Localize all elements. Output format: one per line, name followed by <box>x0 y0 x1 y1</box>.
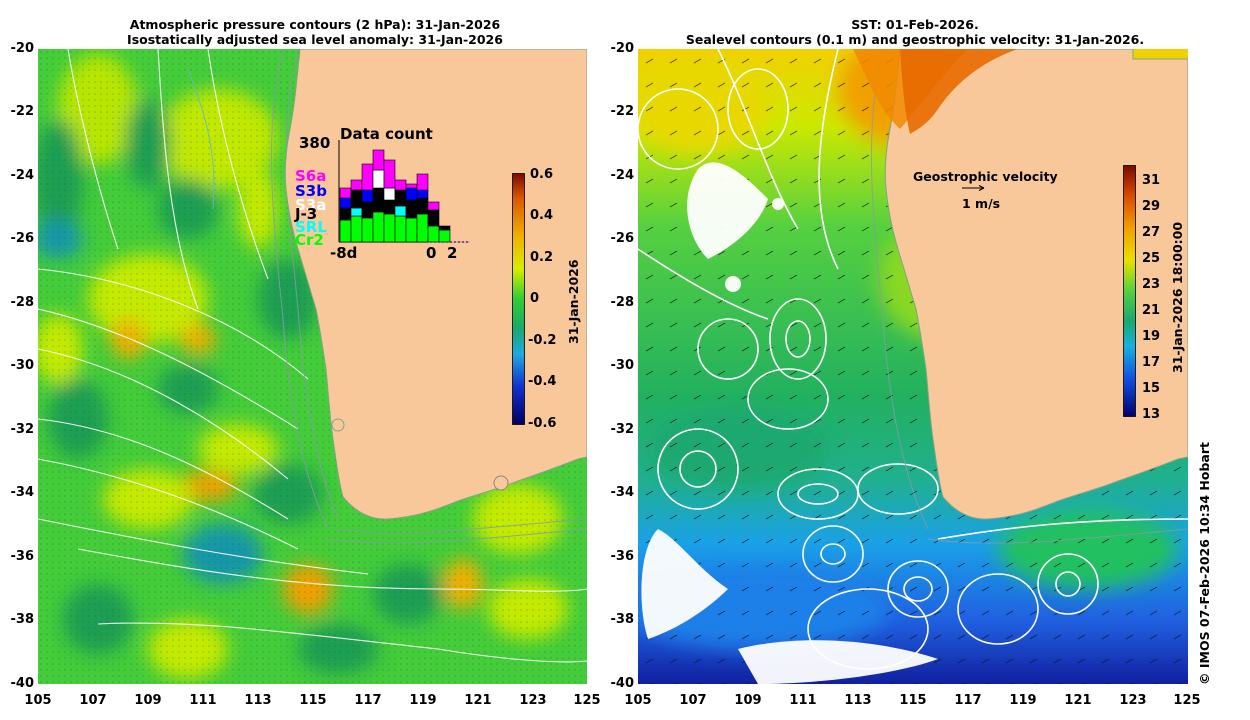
left-ytick: -20 <box>10 41 35 56</box>
right-ytick: -40 <box>610 676 635 691</box>
left-ytick: -32 <box>10 422 35 437</box>
legend-srl: SRL <box>295 218 327 236</box>
sla-cb-tick: 0 <box>530 291 540 306</box>
velocity-legend-scale: 1 m/s <box>962 196 1001 211</box>
left-ytick: -40 <box>10 676 35 691</box>
right-xtick: 121 <box>1064 693 1092 708</box>
right-ytick: -34 <box>610 485 635 500</box>
right-xtick: 115 <box>899 693 927 708</box>
sst-map[interactable] <box>638 49 1188 684</box>
sst-cb-tick: 23 <box>1142 277 1161 292</box>
left-panel-title: Atmospheric pressure contours (2 hPa): 3… <box>60 17 570 47</box>
sst-cb-tick: 29 <box>1142 199 1161 214</box>
left-xtick: 117 <box>354 693 382 708</box>
left-ytick: -24 <box>10 168 35 183</box>
sla-cb-tick: -0.2 <box>528 333 557 348</box>
right-ytick: -26 <box>610 231 635 246</box>
right-ytick: -20 <box>610 41 635 56</box>
left-xtick: 105 <box>24 693 52 708</box>
sst-australia-land <box>884 49 1188 520</box>
australia-land <box>284 49 587 520</box>
left-xtick: 119 <box>409 693 437 708</box>
right-xtick: 109 <box>734 693 762 708</box>
bathymetry <box>187 49 587 544</box>
sst-cb-tick: 17 <box>1142 355 1161 370</box>
data-count-xright: 2 <box>447 244 458 262</box>
sst-cb-tick: 19 <box>1142 329 1161 344</box>
velocity-arrow-icon <box>962 185 985 191</box>
sla-cb-tick: -0.4 <box>528 374 557 389</box>
left-ytick: -38 <box>10 612 35 627</box>
right-ytick: -30 <box>610 358 635 373</box>
legend-s3a: S3a <box>295 196 327 214</box>
left-xtick: 121 <box>464 693 492 708</box>
velocity-legend-title: Geostrophic velocity <box>913 169 1058 184</box>
right-xtick: 117 <box>954 693 982 708</box>
left-xtick: 111 <box>189 693 217 708</box>
right-ytick: -32 <box>610 422 635 437</box>
pressure-contours <box>38 49 587 663</box>
legend-s3b: S3b <box>295 182 327 200</box>
data-count-xzero: 0 <box>426 244 437 262</box>
left-ytick: -36 <box>10 549 35 564</box>
cloud-mask <box>641 162 938 684</box>
sealevel-contours <box>638 49 1188 670</box>
sla-cb-tick: 0.6 <box>530 167 554 182</box>
left-ytick: -22 <box>10 104 35 119</box>
left-ytick: -30 <box>10 358 35 373</box>
left-xtick: 107 <box>79 693 107 708</box>
right-ytick: -38 <box>610 612 635 627</box>
right-xtick: 111 <box>789 693 817 708</box>
sla-cb-tick: 0.4 <box>530 208 554 223</box>
right-ytick: -28 <box>610 295 635 310</box>
right-xtick: 123 <box>1119 693 1147 708</box>
sla-map[interactable] <box>38 49 587 684</box>
left-title-line1: Atmospheric pressure contours (2 hPa): 3… <box>129 17 501 32</box>
left-ytick: -34 <box>10 485 35 500</box>
left-xtick: 125 <box>573 693 601 708</box>
sst-bathymetry <box>870 49 1188 544</box>
legend-s6a: S6a <box>295 167 327 185</box>
sla-cb-tick: 0.2 <box>530 250 554 265</box>
sla-cb-label: 31-Jan-2026 <box>566 259 581 344</box>
data-count-histogram <box>338 140 470 243</box>
right-title-line2: Sealevel contours (0.1 m) and geostrophi… <box>685 32 1145 47</box>
sst-cb-tick: 13 <box>1142 407 1161 422</box>
legend-cr2: Cr2 <box>295 231 324 249</box>
imos-credit: © IMOS 07-Feb-2026 10:34 Hobart <box>1197 441 1212 685</box>
left-xtick: 115 <box>299 693 327 708</box>
sst-cb-label: 31-Jan-2026 18:00:00 <box>1170 221 1185 373</box>
right-xtick: 119 <box>1009 693 1037 708</box>
right-panel-title: SST: 01-Feb-2026. Sealevel contours (0.1… <box>640 17 1190 47</box>
right-ytick: -36 <box>610 549 635 564</box>
right-xtick: 113 <box>844 693 872 708</box>
sst-cb-tick: 31 <box>1142 173 1161 188</box>
left-xtick: 123 <box>519 693 547 708</box>
left-title-line2: Isostatically adjusted sea level anomaly… <box>127 32 503 47</box>
right-ytick: -24 <box>610 168 635 183</box>
right-title-line1: SST: 01-Feb-2026. <box>851 17 979 32</box>
data-count-max: 380 <box>299 134 331 152</box>
sst-cb-tick: 15 <box>1142 381 1161 396</box>
right-ytick: -22 <box>610 104 635 119</box>
sla-cb-tick: -0.6 <box>528 416 557 431</box>
right-xtick: 105 <box>624 693 652 708</box>
sst-cb-tick: 27 <box>1142 225 1161 240</box>
left-xtick: 113 <box>244 693 272 708</box>
right-xtick: 107 <box>679 693 707 708</box>
legend-j3: J-3 <box>295 205 318 223</box>
right-xtick: 125 <box>1173 693 1201 708</box>
data-count-xleft: -8d <box>330 244 358 262</box>
left-ytick: -28 <box>10 295 35 310</box>
sst-cb-tick: 21 <box>1142 303 1161 318</box>
left-ytick: -26 <box>10 231 35 246</box>
data-count-title: Data count <box>340 125 433 143</box>
sst-cb-tick: 25 <box>1142 251 1161 266</box>
left-xtick: 109 <box>134 693 162 708</box>
